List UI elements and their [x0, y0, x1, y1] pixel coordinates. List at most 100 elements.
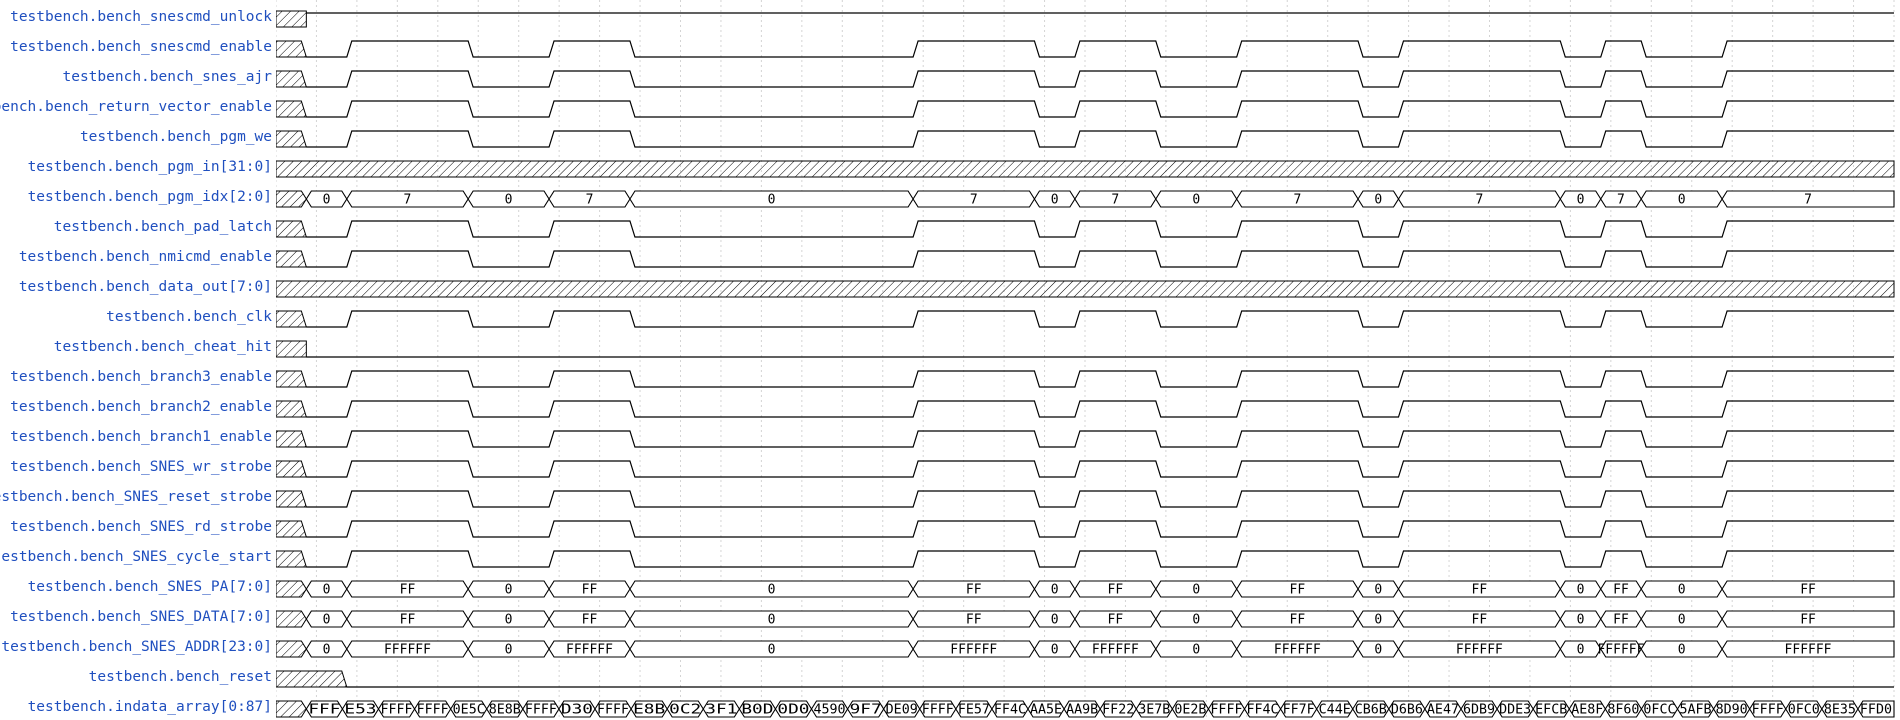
bus-value: 0 [505, 643, 513, 658]
signal-name[interactable]: testbench.bench_cheat_hit [53, 339, 272, 355]
bus-value: FF [966, 583, 982, 598]
signal-row[interactable] [276, 490, 1894, 508]
signal-name[interactable]: testbench.bench_SNES_wr_strobe [10, 459, 272, 475]
clock-trace [306, 40, 1894, 58]
signal-name[interactable]: testbench.bench_pgm_we [79, 129, 272, 145]
unknown-region [276, 670, 348, 688]
signal-row[interactable] [276, 430, 1894, 448]
signal-name[interactable]: testbench.bench_SNES_ADDR[23:0] [1, 639, 272, 655]
signal-name[interactable]: testbench.bench_SNES_cycle_start [0, 549, 272, 565]
signal-row[interactable] [276, 460, 1894, 478]
signal-row[interactable] [276, 550, 1894, 568]
bus-segment[interactable] [1721, 640, 1895, 658]
bus-segment[interactable] [1721, 580, 1895, 598]
clock-trace [306, 400, 1894, 418]
unknown-region [276, 70, 308, 88]
clock-trace [306, 550, 1894, 568]
signal-row[interactable] [276, 340, 1894, 358]
signal-row[interactable] [276, 250, 1894, 268]
bus-value: 0 [1577, 583, 1585, 598]
signal-name[interactable]: testbench.bench_snescmd_enable [10, 39, 272, 55]
signal-name[interactable]: testbench.bench_clk [106, 309, 272, 325]
signal-name[interactable]: testbench.indata_array[0:87] [27, 699, 272, 715]
signal-name[interactable]: testbench.bench_SNES_reset_strobe [0, 489, 272, 505]
clock-trace [306, 100, 1894, 118]
unknown-region [276, 40, 308, 58]
bus-value: FF [400, 583, 416, 598]
bus-value: FFF [308, 703, 340, 718]
signal-row[interactable] [276, 10, 1894, 28]
bus-value: 0 [1678, 583, 1686, 598]
signal-row[interactable] [276, 670, 1894, 688]
bus-value: 0FC0 [1788, 703, 1820, 718]
signal-row[interactable] [276, 520, 1894, 538]
signal-row[interactable] [276, 310, 1894, 328]
signal-row[interactable] [276, 160, 1895, 178]
bus-value: 0FCC [1643, 703, 1675, 718]
signal-name[interactable]: testbench.bench_branch2_enable [10, 399, 272, 415]
signal-row[interactable]: FFF E53 FFFF FFFF 0E5C 8E8B FFFF D30 FFFF E8B 0C2 3… [276, 700, 1895, 718]
bus-value: 0C2 [669, 703, 701, 718]
signal-name[interactable]: testbench.bench_SNES_rd_strobe [10, 519, 272, 535]
unknown-region [276, 580, 307, 598]
bus-value: FFFF [597, 703, 629, 718]
bus-value: 0 [1051, 643, 1059, 658]
signal-name[interactable]: testbench.bench_pgm_idx[2:0] [27, 189, 272, 205]
bus-value: DDE3 [1499, 703, 1531, 718]
bus-value: FF [1472, 613, 1488, 628]
signal-row[interactable] [276, 100, 1894, 118]
signal-name[interactable]: testbench.bench_reset [88, 669, 272, 685]
signal-name[interactable]: testbench.bench_return_vector_enable [0, 99, 272, 115]
signal-name[interactable]: testbench.bench_nmicmd_enable [18, 249, 272, 265]
signal-name[interactable]: testbench.bench_branch3_enable [10, 369, 272, 385]
unknown-region [276, 190, 307, 208]
signal-name[interactable]: testbench.bench_data_out[7:0] [18, 279, 272, 295]
signal-name[interactable]: testbench.bench_snes_ajr [62, 69, 272, 85]
bus-value: FFFF [525, 703, 557, 718]
bus-value: 0 [1577, 193, 1585, 208]
signal-row[interactable]: 0 FFFFFF 0 FFFFFF 0 FFFFFF 0 FFFFFF 0 FFFFFF 0 FFFF… [276, 640, 1895, 658]
bus-value: 9F7 [850, 703, 882, 718]
bus-value: FFFFFF [950, 643, 997, 658]
bus-value: FF [1290, 583, 1306, 598]
bus-value: FFFFFF [1092, 643, 1139, 658]
signal-row[interactable]: 0 FF 0 FF 0 FF 0 FF 0 FF 0 FF 0 FF 0 FF [276, 610, 1895, 628]
bus-value: 0 [1678, 613, 1686, 628]
signal-row[interactable] [276, 70, 1894, 88]
clock-trace [306, 370, 1894, 388]
signal-name[interactable]: testbench.bench_pgm_in[31:0] [27, 159, 272, 175]
signal-name[interactable]: testbench.bench_SNES_DATA[7:0] [10, 609, 272, 625]
signal-name[interactable]: testbench.bench_SNES_PA[7:0] [27, 579, 272, 595]
signal-name[interactable]: testbench.bench_pad_latch [53, 219, 272, 235]
bus-value: 0 [323, 193, 331, 208]
unknown-region [276, 280, 1895, 298]
unknown-region [276, 550, 308, 568]
clock-trace [306, 310, 1894, 328]
signal-row[interactable] [276, 130, 1894, 148]
bus-segment[interactable] [1721, 610, 1895, 628]
bus-value: EFCB [1535, 703, 1567, 718]
signal-name[interactable]: testbench.bench_branch1_enable [10, 429, 272, 445]
bus-value: FF [1800, 613, 1816, 628]
signal-row[interactable]: 0 FF 0 FF 0 FF 0 FF 0 FF 0 FF 0 FF 0 FF [276, 580, 1895, 598]
signal-row[interactable] [276, 280, 1895, 298]
bus-value: 0 [505, 613, 513, 628]
signal-row[interactable]: 0 7 0 7 0 7 0 7 0 7 0 7 0 7 0 7 [276, 190, 1895, 208]
bus-value: 0 [1051, 193, 1059, 208]
signal-row[interactable] [276, 400, 1894, 418]
signal-row[interactable] [276, 220, 1894, 238]
bus-value: 0 [1678, 643, 1686, 658]
clock-trace [306, 70, 1894, 88]
bus-value: 5AFB [1680, 703, 1712, 718]
bus-segment[interactable] [1721, 190, 1895, 208]
signal-name[interactable]: testbench.bench_snescmd_unlock [10, 9, 272, 25]
signal-row[interactable] [276, 40, 1894, 58]
bus-value: FF4C [994, 703, 1026, 718]
signal-row[interactable] [276, 370, 1894, 388]
bus-value: 0 [1374, 613, 1382, 628]
unknown-region [276, 520, 308, 538]
bus-segment[interactable] [1857, 700, 1895, 718]
bus-value: FFFF [1752, 703, 1784, 718]
clock-trace [306, 460, 1894, 478]
bus-value: 0 [1374, 643, 1382, 658]
